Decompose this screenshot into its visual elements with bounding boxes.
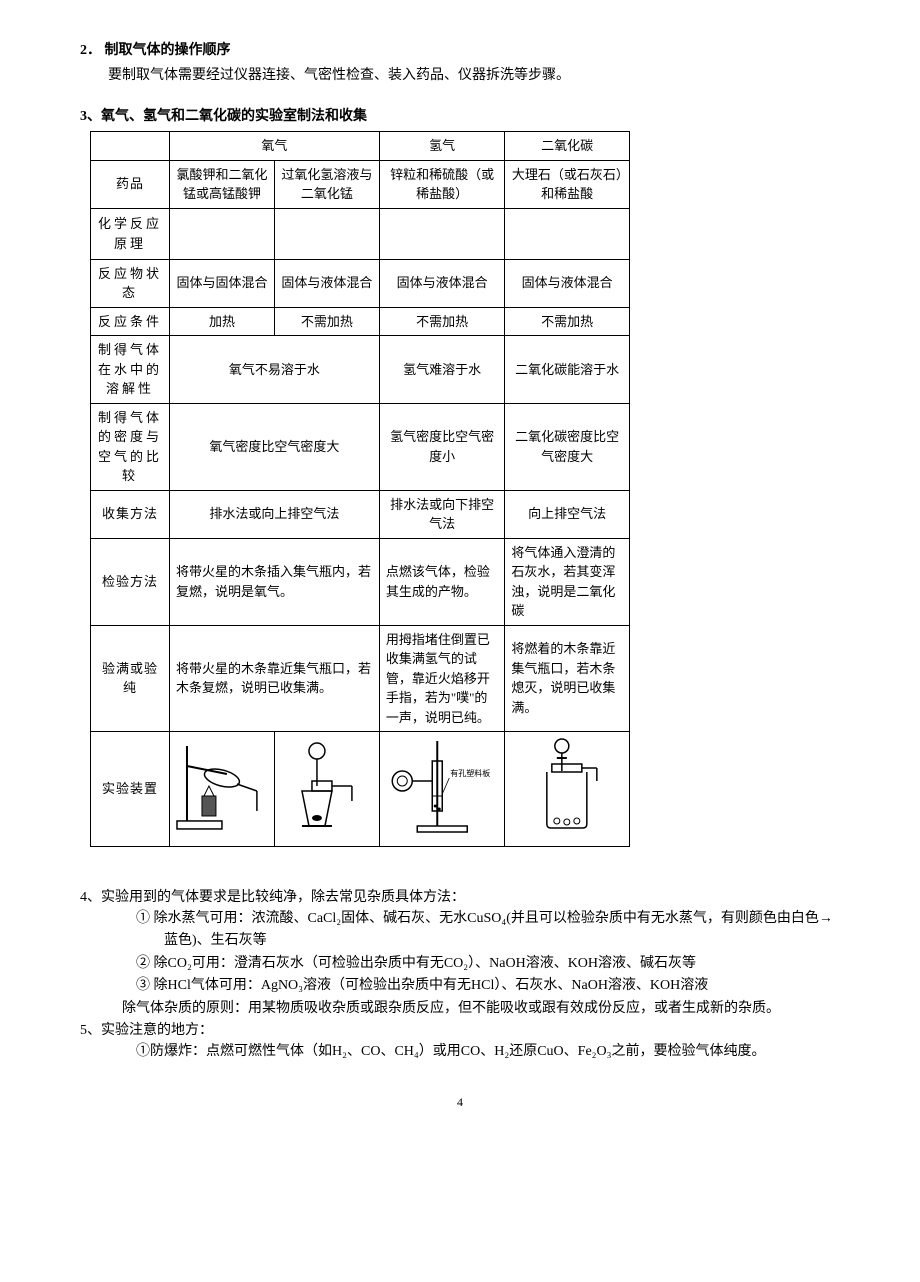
section-5-title: 5、实验注意的地方： <box>80 1020 840 1041</box>
label-test: 检验方法 <box>91 538 170 625</box>
header-h2: 氢气 <box>379 132 505 161</box>
section-2-title: 2． 制取气体的操作顺序 <box>80 40 840 61</box>
row-state: 反应物状态 固体与固体混合 固体与液体混合 固体与液体混合 固体与液体混合 <box>91 259 630 307</box>
section-2: 2． 制取气体的操作顺序 要制取气体需要经过仪器连接、气密性检查、装入药品、仪器… <box>80 40 840 86</box>
collect-h2: 排水法或向下排空气法 <box>379 490 505 538</box>
label-apparatus: 实验装置 <box>91 732 170 847</box>
condition-h2: 不需加热 <box>379 307 505 336</box>
condition-co2: 不需加热 <box>505 307 630 336</box>
apparatus-annotation: 有孔塑料板 <box>450 768 490 778</box>
row-apparatus: 实验装置 <box>91 732 630 847</box>
page-number: 4 <box>80 1093 840 1111</box>
label-collect: 收集方法 <box>91 490 170 538</box>
label-state: 反应物状态 <box>91 259 170 307</box>
section-2-desc: 要制取气体需要经过仪器连接、气密性检查、装入药品、仪器拆洗等步骤。 <box>108 65 840 86</box>
apparatus-stand-tube-icon: 有孔塑料板 <box>382 736 503 836</box>
apparatus-flask-funnel-icon <box>277 736 377 836</box>
solubility-o2: 氧气不易溶于水 <box>170 336 380 404</box>
reagent-o2b: 过氧化氢溶液与二氧化锰 <box>274 160 379 208</box>
reagent-h2: 锌粒和稀硫酸（或稀盐酸） <box>379 160 505 208</box>
section-4-title: 4、实验用到的气体要求是比较纯净，除去常见杂质具体方法： <box>80 887 840 908</box>
section-4-item1: ① 除水蒸气可用：浓流酸、CaCl₂固体、碱石灰、无水CuSO₄(并且可以检验杂… <box>136 908 840 953</box>
condition-o2b: 不需加热 <box>274 307 379 336</box>
collect-co2: 向上排空气法 <box>505 490 630 538</box>
label-condition: 反应条件 <box>91 307 170 336</box>
section-3: 3、氧气、氢气和二氧化碳的实验室制法和收集 氧气 氢气 二氧化碳 药品 氯酸钾和… <box>80 106 840 847</box>
apparatus-heating-icon <box>172 736 272 836</box>
apparatus-o2a <box>170 732 275 847</box>
reagent-o2a: 氯酸钾和二氧化锰或高锰酸钾 <box>170 160 275 208</box>
gas-prep-table: 氧气 氢气 二氧化碳 药品 氯酸钾和二氧化锰或高锰酸钾 过氧化氢溶液与二氧化锰 … <box>90 131 630 847</box>
row-principle: 化学反应原理 <box>91 208 630 259</box>
header-co2: 二氧化碳 <box>505 132 630 161</box>
label-density: 制得气体的密度与空气的比较 <box>91 403 170 490</box>
state-o2a: 固体与固体混合 <box>170 259 275 307</box>
apparatus-h2: 有孔塑料板 <box>379 732 505 847</box>
density-co2: 二氧化碳密度比空气密度大 <box>505 403 630 490</box>
principle-co2 <box>505 208 630 259</box>
section-3-title: 3、氧气、氢气和二氧化碳的实验室制法和收集 <box>80 106 840 127</box>
row-verify: 验满或验纯 将带火星的木条靠近集气瓶口，若木条复燃，说明已收集满。 用拇指堵住倒… <box>91 625 630 732</box>
apparatus-co2 <box>505 732 630 847</box>
principle-o2a <box>170 208 275 259</box>
section-4-item2: ② 除CO₂可用：澄清石灰水（可检验出杂质中有无CO₂）、NaOH溶液、KOH溶… <box>136 953 840 975</box>
reagent-co2: 大理石（或石灰石）和稀盐酸 <box>505 160 630 208</box>
row-test: 检验方法 将带火星的木条插入集气瓶内，若复燃，说明是氧气。 点燃该气体，检验其生… <box>91 538 630 625</box>
row-reagent: 药品 氯酸钾和二氧化锰或高锰酸钾 过氧化氢溶液与二氧化锰 锌粒和稀硫酸（或稀盐酸… <box>91 160 630 208</box>
section-5-item1: ①防爆炸：点燃可燃性气体（如H₂、CO、CH₄）或用CO、H₂还原CuO、Fe₂… <box>136 1041 840 1063</box>
label-solubility: 制得气体在水中的溶解性 <box>91 336 170 404</box>
section-4: 4、实验用到的气体要求是比较纯净，除去常见杂质具体方法： ① 除水蒸气可用：浓流… <box>80 887 840 1020</box>
header-blank <box>91 132 170 161</box>
row-solubility: 制得气体在水中的溶解性 氧气不易溶于水 氢气难溶于水 二氧化碳能溶于水 <box>91 336 630 404</box>
collect-o2: 排水法或向上排空气法 <box>170 490 380 538</box>
table-header-row: 氧气 氢气 二氧化碳 <box>91 132 630 161</box>
section-4-principle: 除气体杂质的原则：用某物质吸收杂质或跟杂质反应，但不能吸收或跟有效成份反应，或者… <box>122 998 840 1020</box>
verify-co2: 将燃着的木条靠近集气瓶口，若木条熄灭，说明已收集满。 <box>505 625 630 732</box>
state-co2: 固体与液体混合 <box>505 259 630 307</box>
state-o2b: 固体与液体混合 <box>274 259 379 307</box>
apparatus-o2b <box>274 732 379 847</box>
principle-h2 <box>379 208 505 259</box>
principle-o2b <box>274 208 379 259</box>
verify-h2: 用拇指堵住倒置已收集满氢气的试管，靠近火焰移开手指，若为"噗"的一声，说明已纯。 <box>379 625 505 732</box>
solubility-h2: 氢气难溶于水 <box>379 336 505 404</box>
header-o2: 氧气 <box>170 132 380 161</box>
condition-o2a: 加热 <box>170 307 275 336</box>
test-h2: 点燃该气体，检验其生成的产物。 <box>379 538 505 625</box>
section-5: 5、实验注意的地方： ①防爆炸：点燃可燃性气体（如H₂、CO、CH₄）或用CO、… <box>80 1020 840 1063</box>
solubility-co2: 二氧化碳能溶于水 <box>505 336 630 404</box>
label-reagent: 药品 <box>91 160 170 208</box>
state-h2: 固体与液体混合 <box>379 259 505 307</box>
verify-o2: 将带火星的木条靠近集气瓶口，若木条复燃，说明已收集满。 <box>170 625 380 732</box>
row-collect: 收集方法 排水法或向上排空气法 排水法或向下排空气法 向上排空气法 <box>91 490 630 538</box>
test-o2: 将带火星的木条插入集气瓶内，若复燃，说明是氧气。 <box>170 538 380 625</box>
label-principle: 化学反应原理 <box>91 208 170 259</box>
row-condition: 反应条件 加热 不需加热 不需加热 不需加热 <box>91 307 630 336</box>
density-o2: 氧气密度比空气密度大 <box>170 403 380 490</box>
section-4-item3: ③ 除HCl气体可用：AgNO₃溶液（可检验出杂质中有无HCl）、石灰水、NaO… <box>136 975 840 997</box>
row-density: 制得气体的密度与空气的比较 氧气密度比空气密度大 氢气密度比空气密度小 二氧化碳… <box>91 403 630 490</box>
test-co2: 将气体通入澄清的石灰水，若其变浑浊，说明是二氧化碳 <box>505 538 630 625</box>
density-h2: 氢气密度比空气密度小 <box>379 403 505 490</box>
label-verify: 验满或验纯 <box>91 625 170 732</box>
apparatus-bottle-funnel-icon <box>507 736 627 836</box>
